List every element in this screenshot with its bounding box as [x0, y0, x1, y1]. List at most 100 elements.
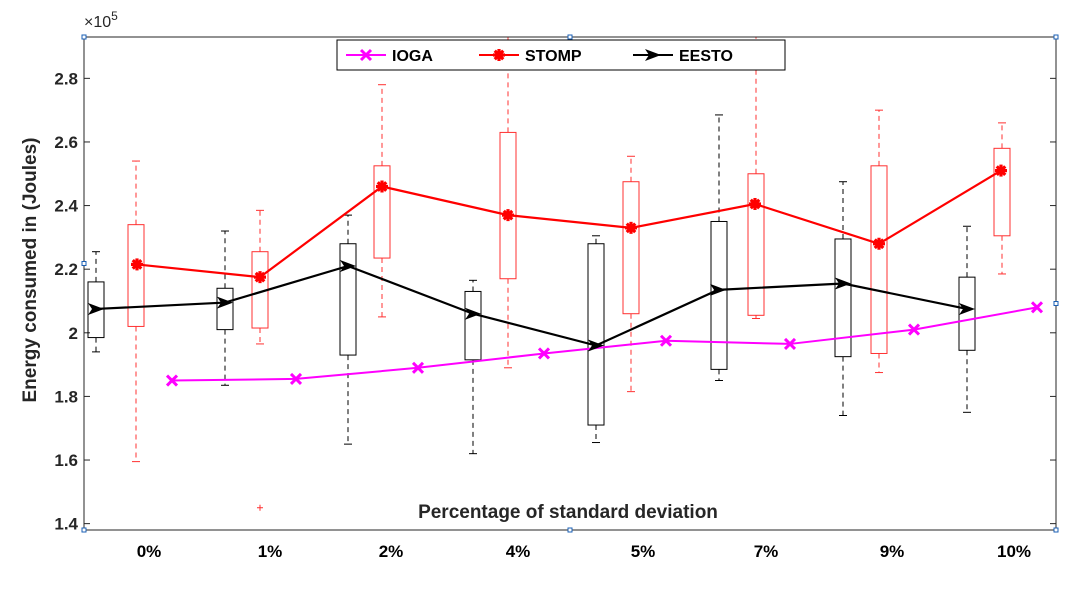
y-tick-label: 1.6: [54, 451, 78, 470]
box-iqr: [373, 165, 391, 259]
box-iqr: [464, 290, 482, 361]
y-tick-label: 1.8: [54, 387, 78, 406]
marker-stroke: [493, 49, 505, 61]
y-tick-label: 2.8: [54, 69, 78, 88]
resize-handle: [81, 527, 87, 533]
y-tick-label: 2.4: [54, 197, 78, 216]
eesto-point: [340, 260, 356, 273]
marker-arrow: [88, 302, 104, 315]
y-multiplier-base: ×10: [84, 14, 111, 31]
plot-area: [84, 37, 1056, 530]
marker-arrow: [959, 302, 975, 315]
eesto-line: [95, 264, 968, 347]
y-tick-label: 2.6: [54, 133, 78, 152]
marker-stroke: [537, 347, 551, 360]
resize-handle: [1053, 301, 1059, 306]
ioga-point: [907, 323, 921, 336]
legend: IOGA STOMP EESTO: [336, 39, 786, 71]
stomp-box: [993, 122, 1011, 275]
box-iqr: [834, 238, 852, 358]
stomp-point: [254, 271, 266, 284]
resize-handle: [567, 34, 573, 40]
x-tick-label: 0%: [137, 542, 162, 561]
marker-stroke: [873, 238, 885, 250]
stomp-line: [136, 169, 1002, 279]
stomp-box: [127, 160, 145, 463]
marker-stroke: [289, 372, 303, 385]
eesto-box: [958, 225, 976, 413]
marker-stroke: [376, 181, 388, 192]
marker-stroke: [502, 209, 514, 221]
box-iqr: [87, 281, 105, 339]
legend-marker-eesto: [645, 49, 661, 61]
x-tick-label: 10%: [997, 542, 1031, 561]
marker-stroke: [1030, 301, 1044, 314]
marker-stroke: [254, 271, 266, 283]
legend-box: [336, 39, 786, 71]
legend-label-eesto: EESTO: [679, 48, 733, 65]
box-iqr: [587, 243, 605, 426]
stomp-point: [873, 237, 885, 250]
x-axis-tick-labels: 0% 1% 2% 4% 5% 7% 9% 10%: [137, 542, 1031, 561]
ioga-point: [537, 347, 551, 360]
box-iqr: [339, 243, 357, 356]
x-tick-label: 4%: [506, 542, 531, 561]
x-tick-label: 1%: [258, 542, 283, 561]
stomp-point: [131, 258, 143, 271]
resize-handle: [81, 34, 87, 40]
x-tick-label: 9%: [880, 542, 905, 561]
selection-handles: [81, 34, 1059, 533]
eesto-point: [835, 277, 851, 290]
box-iqr: [216, 287, 234, 331]
x-tick-label: 7%: [754, 542, 779, 561]
marker-stroke: [411, 361, 425, 374]
marker-stroke: [659, 334, 673, 347]
y-axis-label: Energy consumed in (Joules): [20, 138, 41, 403]
eesto-box: [216, 230, 234, 386]
stomp-box: [622, 155, 640, 393]
y-multiplier-exponent: 5: [111, 9, 118, 23]
stomp-point: [625, 221, 637, 234]
eesto-point: [959, 302, 975, 315]
marker-arrow: [588, 339, 604, 352]
box-iqr: [993, 147, 1011, 237]
marker-arrow: [465, 307, 481, 320]
eesto-box: [464, 279, 482, 455]
eesto-point: [88, 302, 104, 315]
box-iqr: [747, 173, 765, 316]
legend-label-ioga: IOGA: [392, 48, 433, 65]
marker-stroke: [783, 337, 797, 350]
box-iqr: [127, 224, 145, 327]
ioga-point: [289, 372, 303, 385]
stomp-box: [373, 84, 391, 318]
stomp-point: [995, 164, 1007, 177]
ioga-point: [411, 361, 425, 374]
ioga-point: [1030, 301, 1044, 314]
marker-stroke: [907, 323, 921, 336]
resize-handle: [1053, 527, 1059, 533]
marker-arrow: [710, 283, 726, 296]
eesto-point: [710, 283, 726, 296]
box-iqr: [958, 276, 976, 351]
marker-arrow: [835, 277, 851, 290]
resize-handle: [1053, 34, 1059, 40]
marker-stroke: [749, 198, 761, 210]
eesto-box: [587, 235, 605, 444]
marker-stroke: [995, 165, 1007, 176]
marker-stroke: [165, 374, 179, 387]
stomp-point: [502, 209, 514, 222]
y-multiplier: ×105: [84, 9, 118, 31]
legend-marker-stomp: [493, 49, 505, 61]
stomp-box: [870, 109, 888, 374]
ioga-point: [659, 334, 673, 347]
marker-stroke: [625, 222, 637, 234]
y-axis-ticks: [84, 77, 1056, 525]
stomp-point: [749, 197, 761, 210]
eesto-point: [465, 307, 481, 320]
y-tick-label: 2.2: [54, 260, 78, 279]
resize-handle: [81, 261, 87, 266]
eesto-box: [339, 214, 357, 445]
ioga-point: [165, 374, 179, 387]
